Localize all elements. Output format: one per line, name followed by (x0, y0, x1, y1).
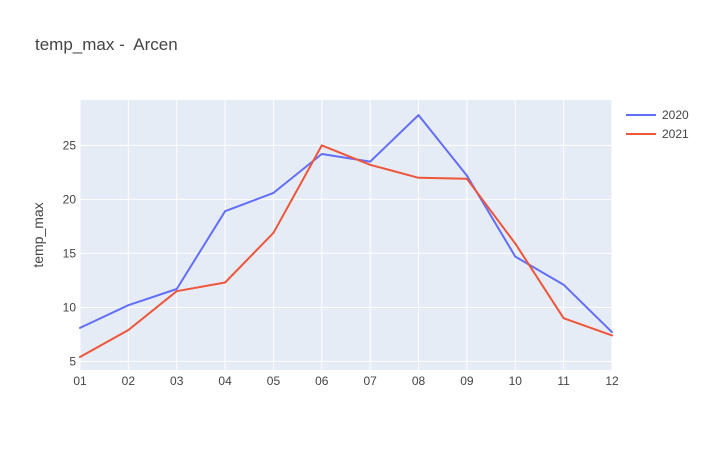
x-tick-label: 12 (605, 374, 619, 388)
x-tick-labels: 01 02 03 04 05 06 07 08 09 10 11 12 (73, 374, 619, 388)
y-axis-label: temp_max (30, 202, 46, 267)
x-gridlines (79, 100, 613, 370)
x-tick-label: 02 (122, 374, 136, 388)
x-tick-label: 05 (267, 374, 281, 388)
chart-title: temp_max - Arcen (35, 35, 178, 54)
x-tick-label: 11 (557, 374, 570, 388)
legend-label: 2021 (662, 127, 689, 141)
x-tick-label: 04 (218, 374, 232, 388)
series-line-2020 (79, 114, 613, 334)
y-tick-label: 25 (63, 138, 77, 152)
y-tick-label: 15 (63, 246, 77, 260)
y-tick-label: 20 (63, 192, 77, 206)
y-tick-label: 10 (63, 300, 77, 314)
series-layer (79, 114, 613, 358)
x-tick-label: 09 (460, 374, 474, 388)
x-tick-label: 10 (509, 374, 523, 388)
x-tick-label: 07 (364, 374, 378, 388)
legend-item-2020[interactable]: 2020 (626, 108, 689, 122)
series-line-2021 (79, 144, 613, 358)
y-gridlines (80, 144, 612, 362)
legend-label: 2020 (662, 108, 689, 122)
x-tick-label: 08 (412, 374, 426, 388)
x-tick-label: 01 (73, 374, 87, 388)
legend[interactable]: 2020 2021 (626, 108, 689, 141)
x-tick-label: 06 (315, 374, 329, 388)
y-tick-label: 5 (69, 354, 76, 368)
y-tick-labels: 5 10 15 20 25 (63, 138, 77, 368)
plot-area (80, 100, 612, 370)
legend-item-2021[interactable]: 2021 (626, 127, 689, 141)
x-tick-label: 03 (170, 374, 184, 388)
